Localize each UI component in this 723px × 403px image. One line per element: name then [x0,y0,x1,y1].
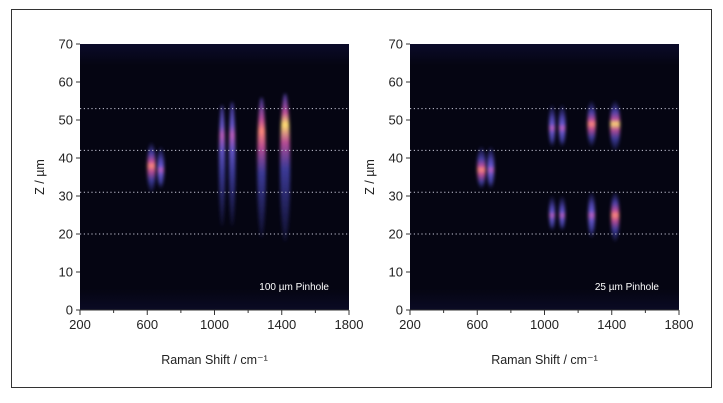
x-axis-label: Raman Shift / cm⁻¹ [491,353,598,367]
x-tick-label: 200 [399,317,421,332]
raman-band [549,196,555,231]
y-tick-label: 0 [396,303,403,318]
raman-band [477,146,486,189]
x-tick-label: 600 [466,317,488,332]
x-tick-label: 1000 [530,317,559,332]
x-tick-label: 1000 [200,317,229,332]
y-axis-label: Z / µm [363,159,377,195]
y-tick-label: 10 [389,265,403,280]
pinhole-annotation: 100 µm Pinhole [259,282,329,293]
raman-band [559,196,566,231]
x-tick-label: 1800 [665,317,694,332]
panel-100um-pinhole: 0 10 20 30 40 50 60 70 200 600 1000 1400 1800 100 µ… [33,37,363,368]
raman-band [611,192,620,242]
raman-band [587,101,596,147]
y-tick-label: 70 [59,37,73,52]
x-tick-label: 1400 [267,317,296,332]
plot-area [410,44,679,310]
y-tick-label: 20 [59,227,73,242]
raman-band [610,101,621,151]
y-tick-label: 30 [389,189,403,204]
x-tick-label: 1400 [597,317,626,332]
raman-band [558,104,566,147]
x-tick-label: 600 [136,317,158,332]
y-axis-label: Z / µm [33,159,47,195]
raman-band [588,192,595,238]
y-tick-label: 30 [59,189,73,204]
raman-band [157,146,165,189]
y-tick-label: 60 [59,75,73,90]
raman-band [487,146,495,189]
raman-band [280,93,291,242]
raman-band [147,142,156,193]
y-tick-label: 50 [59,113,73,128]
y-tick-label: 70 [389,37,403,52]
pinhole-annotation: 25 µm Pinhole [595,282,660,293]
y-tick-label: 60 [389,75,403,90]
x-tick-label: 1800 [335,317,364,332]
x-tick-label: 200 [69,317,91,332]
y-tick-label: 40 [59,151,73,166]
x-axis-label: Raman Shift / cm⁻¹ [161,353,268,367]
raman-band [219,104,226,227]
y-tick-label: 0 [66,303,73,318]
plot-area [80,44,349,310]
y-tick-label: 20 [389,227,403,242]
raman-band [549,104,556,147]
raman-band [228,101,236,227]
panel-25um-pinhole: 0 10 20 30 40 50 60 70 200 600 1000 1400 1800 25 µm… [363,37,693,368]
y-tick-label: 40 [389,151,403,166]
y-tick-label: 50 [389,113,403,128]
y-tick-label: 10 [59,265,73,280]
raman-band [257,97,266,238]
